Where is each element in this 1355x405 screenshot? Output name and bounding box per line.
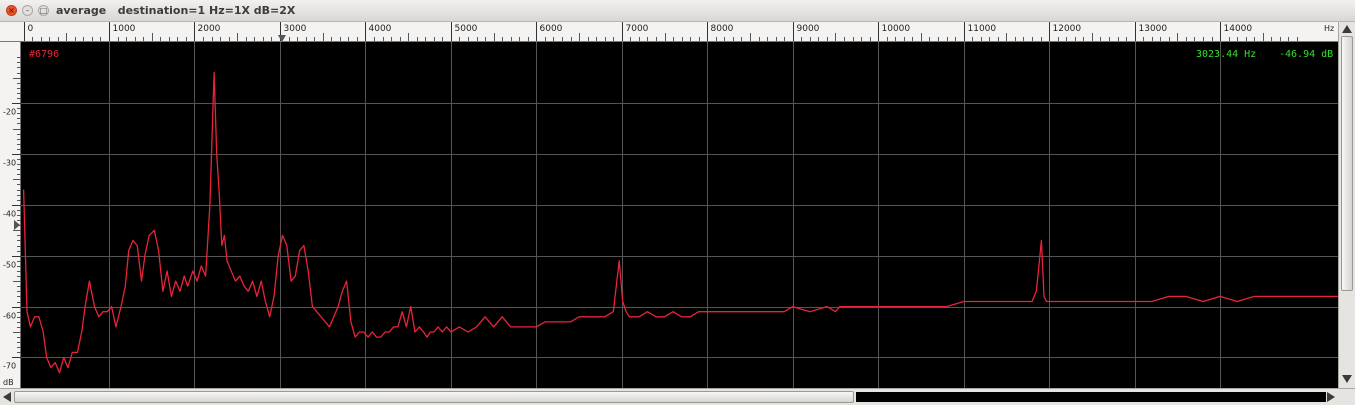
x-tick-label: 14000 <box>1224 24 1253 34</box>
db-ruler-svg: -20 -30 -40 -50 -60 -70 dB <box>3 57 21 387</box>
cursor-frequency-readout: 3023.44 Hz <box>1196 49 1257 60</box>
horizontal-scroll-track[interactable] <box>856 392 1326 402</box>
scroll-right-arrow-icon[interactable] <box>1327 392 1335 402</box>
horizontal-scrollbar[interactable] <box>0 388 1355 405</box>
trace-label: #6796 <box>29 49 60 60</box>
cursor-marker-icon <box>277 35 286 41</box>
maximize-icon[interactable]: □ <box>38 5 49 16</box>
frequency-ruler[interactable]: 0 1000 2000 3000 4000 5000 6000 7000 8000 9000 100… <box>21 22 1338 42</box>
window-title: average destination=1 Hz=1X dB=2X <box>56 4 296 17</box>
minimize-icon[interactable]: – <box>22 5 33 16</box>
x-tick-label: 11000 <box>968 24 997 34</box>
x-tick-label: 8000 <box>711 24 734 34</box>
x-tick-label: 5000 <box>455 24 478 34</box>
window-titlebar: × – □ average destination=1 Hz=1X dB=2X <box>0 0 1355 22</box>
scroll-down-arrow-icon[interactable] <box>1342 375 1352 383</box>
x-tick-label: 13000 <box>1139 24 1168 34</box>
cursor-marker-icon <box>14 220 20 230</box>
x-tick-label: 12000 <box>1053 24 1082 34</box>
y-tick-label: -30 <box>3 159 16 168</box>
y-tick-label: -70 <box>3 362 16 371</box>
scroll-left-arrow-icon[interactable] <box>3 392 11 402</box>
x-tick-label: 3000 <box>284 24 307 34</box>
y-tick-label: -40 <box>3 210 16 219</box>
x-tick-label: 9000 <box>797 24 820 34</box>
x-tick-label: 7000 <box>626 24 649 34</box>
x-tick-label: 10000 <box>882 24 911 34</box>
scroll-up-arrow-icon[interactable] <box>1342 25 1352 33</box>
x-tick-label: 2000 <box>198 24 221 34</box>
x-tick-label: 6000 <box>540 24 563 34</box>
cursor-db-readout: -46.94 dB <box>1279 49 1334 60</box>
x-unit-label: Hz <box>1324 24 1334 33</box>
spectrum-plot-svg <box>21 42 1338 388</box>
y-tick-label: -20 <box>3 108 16 117</box>
horizontal-scroll-thumb[interactable] <box>14 391 854 403</box>
frequency-ruler-svg: 0 1000 2000 3000 4000 5000 6000 7000 8000 9000 100… <box>24 22 1334 41</box>
x-tick-label: 1000 <box>113 24 136 34</box>
spectrum-trace-line <box>22 71 1338 374</box>
x-tick-label: 0 <box>28 24 34 34</box>
spectrum-plot[interactable]: #6796 3023.44 Hz -46.94 dB <box>21 42 1338 388</box>
y-unit-label: dB <box>3 378 14 387</box>
y-tick-label: -60 <box>3 312 16 321</box>
db-ruler[interactable]: -20 -30 -40 -50 -60 -70 dB <box>0 42 21 388</box>
x-tick-label: 4000 <box>369 24 392 34</box>
vertical-scroll-thumb[interactable] <box>1341 36 1353 291</box>
vertical-scrollbar[interactable] <box>1338 22 1355 388</box>
y-tick-label: -50 <box>3 261 16 270</box>
ruler-corner <box>0 22 21 42</box>
close-icon[interactable]: × <box>6 5 17 16</box>
